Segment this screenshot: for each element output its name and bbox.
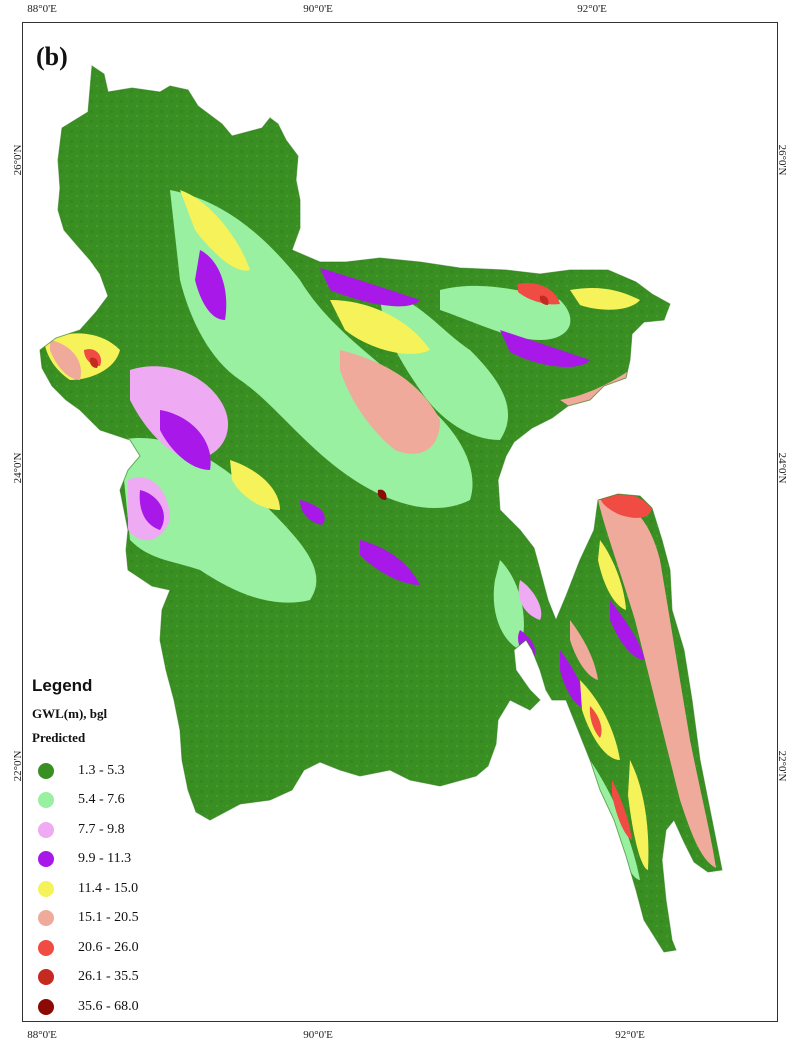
legend-item: 35.6 - 68.0 [32, 992, 222, 1022]
legend-range-label: 26.1 - 35.5 [78, 969, 139, 985]
legend-range-label: 9.9 - 11.3 [78, 851, 132, 867]
tick-bottom-92: 92°0'E [615, 1029, 645, 1041]
legend-item: 1.3 - 5.3 [32, 756, 222, 786]
legend-items: 1.3 - 5.3 5.4 - 7.6 7.7 - 9.8 9.9 - 11.3 11.… [32, 756, 222, 1022]
legend-swatch [38, 998, 54, 1015]
legend-swatch [38, 792, 54, 809]
tick-bottom-90: 90°0'E [303, 1029, 333, 1041]
legend-swatch [38, 880, 54, 897]
legend-swatch [38, 969, 54, 986]
legend: Legend GWL(m), bgl Predicted 1.3 - 5.3 5.… [32, 676, 222, 1022]
legend-swatch [38, 821, 54, 838]
legend-item: 7.7 - 9.8 [32, 815, 222, 845]
legend-subtitle: Predicted [32, 730, 86, 745]
legend-item: 11.4 - 15.0 [32, 874, 222, 904]
legend-range-label: 20.6 - 26.0 [78, 939, 139, 955]
legend-swatch [38, 910, 54, 927]
tick-top-88: 88°0'E [27, 3, 57, 15]
legend-range-label: 1.3 - 5.3 [78, 762, 125, 778]
legend-item: 5.4 - 7.6 [32, 786, 222, 816]
legend-range-label: 11.4 - 15.0 [78, 880, 139, 896]
legend-range-label: 35.6 - 68.0 [78, 998, 139, 1014]
legend-variable: GWL(m), bgl [32, 706, 108, 721]
legend-swatch [38, 762, 54, 779]
tick-top-90: 90°0'E [303, 3, 333, 15]
tick-top-92: 92°0'E [577, 3, 607, 15]
legend-swatch [38, 851, 54, 868]
legend-item: 20.6 - 26.0 [32, 933, 222, 963]
legend-range-label: 5.4 - 7.6 [78, 792, 125, 808]
legend-item: 26.1 - 35.5 [32, 963, 222, 993]
legend-item: 15.1 - 20.5 [32, 904, 222, 934]
legend-item: 9.9 - 11.3 [32, 845, 222, 875]
legend-range-label: 7.7 - 9.8 [78, 821, 125, 837]
panel-label: (b) [36, 42, 68, 71]
legend-swatch [38, 939, 54, 956]
legend-range-label: 15.1 - 20.5 [78, 910, 139, 926]
legend-title: Legend [32, 676, 93, 695]
tick-bottom-88: 88°0'E [27, 1029, 57, 1041]
